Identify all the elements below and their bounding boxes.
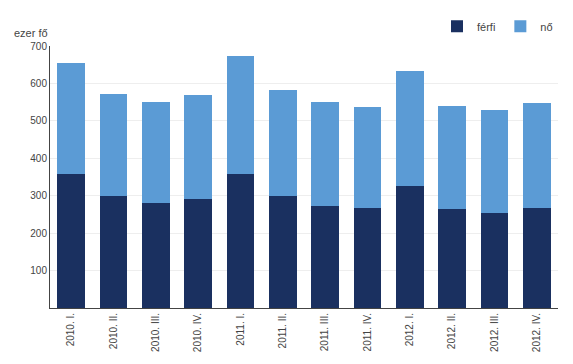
svg-text:2011. IV.: 2011. IV.: [362, 313, 373, 351]
svg-text:500: 500: [30, 115, 47, 126]
svg-text:2012. IV.: 2012. IV.: [531, 313, 542, 352]
svg-text:400: 400: [30, 153, 47, 164]
svg-text:2012. III.: 2012. III.: [489, 313, 500, 352]
svg-text:600: 600: [30, 78, 47, 89]
svg-text:2010. IV.: 2010. IV.: [192, 313, 203, 352]
svg-text:300: 300: [30, 190, 47, 201]
svg-text:2011. II.: 2011. II.: [277, 313, 288, 348]
svg-text:200: 200: [30, 228, 47, 239]
svg-text:2012. II.: 2012. II.: [446, 313, 457, 349]
svg-text:100: 100: [30, 265, 47, 276]
svg-text:700: 700: [30, 41, 47, 52]
svg-text:férfi: férfi: [477, 21, 495, 33]
svg-text:2011. III.: 2011. III.: [319, 313, 330, 351]
svg-text:2012. I.: 2012. I.: [404, 313, 415, 346]
svg-text:2011. I.: 2011. I.: [235, 313, 246, 346]
svg-text:2010. III.: 2010. III.: [150, 313, 161, 352]
svg-text:ezer fő: ezer fő: [14, 27, 48, 39]
svg-text:nő: nő: [540, 21, 552, 33]
svg-text:2010. I.: 2010. I.: [65, 313, 76, 346]
svg-text:2010. II.: 2010. II.: [108, 313, 119, 349]
